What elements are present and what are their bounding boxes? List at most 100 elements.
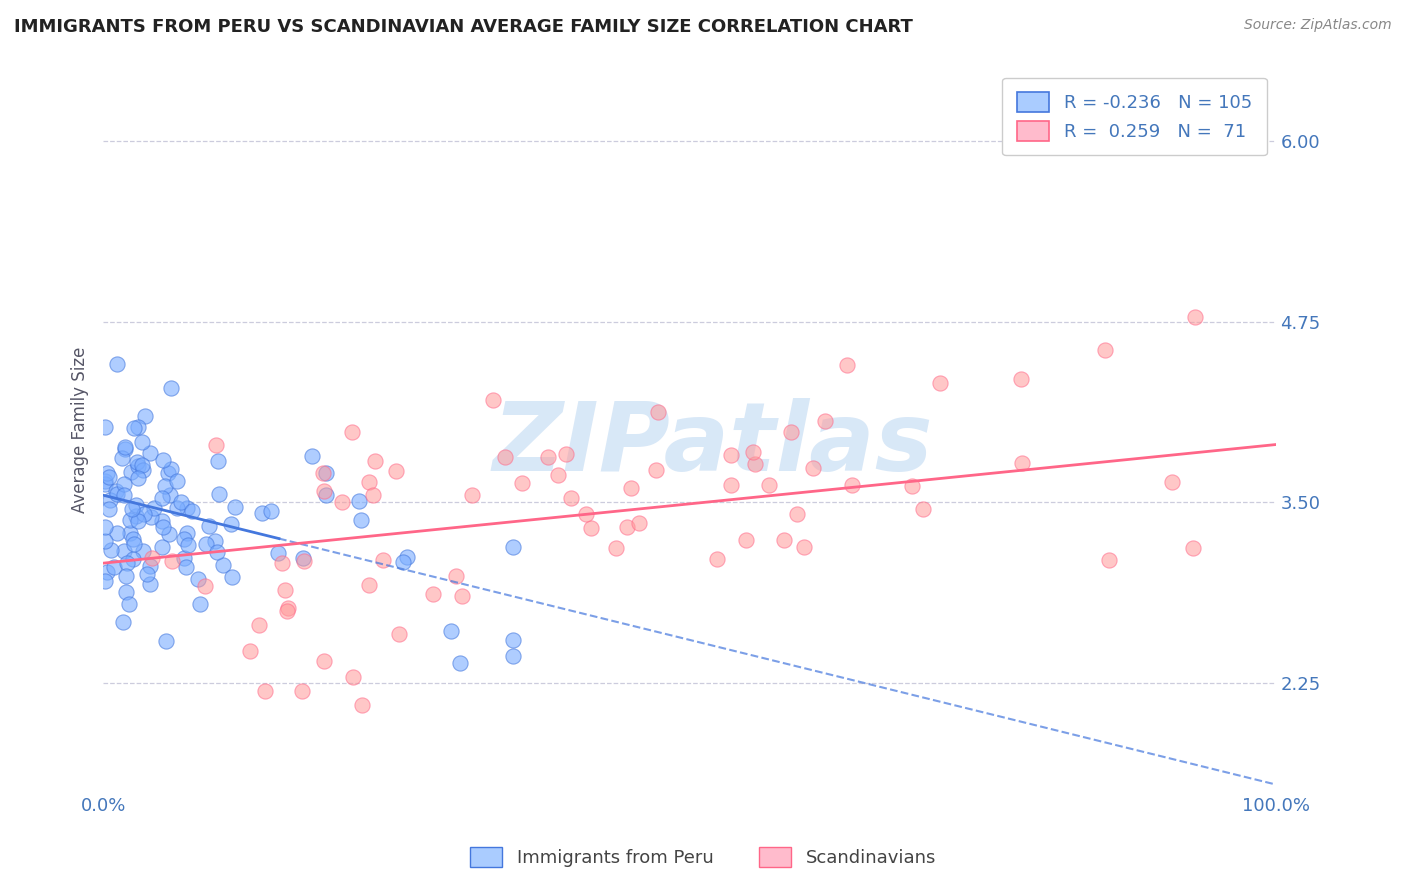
Point bbox=[176, 525, 198, 540]
Y-axis label: Average Family Size: Average Family Size bbox=[72, 347, 89, 513]
Point bbox=[121, 502, 143, 516]
Point bbox=[315, 466, 337, 480]
Point bbox=[620, 481, 643, 495]
Point bbox=[253, 684, 276, 698]
Point bbox=[373, 552, 395, 566]
Point bbox=[152, 520, 174, 534]
Point bbox=[160, 381, 183, 395]
Point bbox=[274, 582, 297, 597]
Point bbox=[312, 654, 335, 668]
Point bbox=[342, 670, 364, 684]
Point bbox=[150, 540, 173, 554]
Point bbox=[835, 358, 858, 372]
Point bbox=[173, 532, 195, 546]
Point bbox=[105, 487, 128, 501]
Point bbox=[267, 546, 290, 560]
Point bbox=[207, 545, 229, 559]
Point bbox=[450, 589, 472, 603]
Point bbox=[330, 495, 353, 509]
Point bbox=[143, 501, 166, 516]
Point bbox=[706, 551, 728, 566]
Point bbox=[911, 502, 934, 516]
Point bbox=[114, 442, 136, 456]
Point bbox=[169, 495, 191, 509]
Point bbox=[207, 454, 229, 468]
Point bbox=[239, 644, 262, 658]
Point bbox=[194, 579, 217, 593]
Point bbox=[134, 409, 156, 424]
Point bbox=[125, 508, 148, 523]
Point bbox=[111, 450, 134, 465]
Point bbox=[173, 550, 195, 565]
Point bbox=[221, 570, 243, 584]
Point bbox=[581, 521, 603, 535]
Point bbox=[180, 504, 202, 518]
Point bbox=[127, 420, 149, 434]
Point bbox=[132, 544, 155, 558]
Point bbox=[139, 559, 162, 574]
Point bbox=[276, 604, 298, 618]
Point bbox=[176, 560, 198, 574]
Point bbox=[97, 470, 120, 484]
Point bbox=[1094, 343, 1116, 358]
Point bbox=[135, 566, 157, 581]
Point bbox=[385, 464, 408, 478]
Point bbox=[814, 414, 837, 428]
Point bbox=[115, 585, 138, 599]
Point bbox=[1011, 456, 1033, 470]
Point bbox=[396, 549, 419, 564]
Point bbox=[127, 458, 149, 473]
Point bbox=[127, 514, 149, 528]
Point bbox=[112, 488, 135, 502]
Point bbox=[204, 534, 226, 549]
Text: IMMIGRANTS FROM PERU VS SCANDINAVIAN AVERAGE FAMILY SIZE CORRELATION CHART: IMMIGRANTS FROM PERU VS SCANDINAVIAN AVE… bbox=[14, 18, 912, 36]
Point bbox=[139, 446, 162, 460]
Point bbox=[461, 488, 484, 502]
Point bbox=[449, 656, 471, 670]
Point bbox=[105, 526, 128, 541]
Point bbox=[744, 457, 766, 471]
Point bbox=[294, 553, 316, 567]
Point bbox=[125, 498, 148, 512]
Point bbox=[758, 478, 780, 492]
Point bbox=[1184, 310, 1206, 324]
Point bbox=[205, 438, 228, 452]
Point bbox=[801, 460, 824, 475]
Point bbox=[177, 538, 200, 552]
Point bbox=[159, 462, 181, 476]
Point bbox=[315, 488, 337, 502]
Point bbox=[786, 508, 808, 522]
Point bbox=[312, 466, 335, 480]
Point bbox=[157, 466, 180, 480]
Point bbox=[93, 476, 115, 491]
Point bbox=[127, 455, 149, 469]
Point bbox=[176, 501, 198, 516]
Point bbox=[153, 479, 176, 493]
Point bbox=[555, 447, 578, 461]
Point bbox=[616, 520, 638, 534]
Point bbox=[292, 551, 315, 566]
Point bbox=[94, 519, 117, 533]
Point bbox=[187, 572, 209, 586]
Point bbox=[118, 597, 141, 611]
Point bbox=[502, 648, 524, 663]
Point bbox=[1182, 541, 1205, 555]
Point bbox=[482, 392, 505, 407]
Point bbox=[627, 516, 650, 530]
Point bbox=[537, 450, 560, 465]
Point bbox=[605, 541, 627, 556]
Point bbox=[105, 357, 128, 371]
Point bbox=[212, 558, 235, 573]
Point bbox=[350, 513, 373, 527]
Point bbox=[779, 425, 801, 440]
Point bbox=[363, 488, 385, 502]
Point bbox=[720, 448, 742, 462]
Point bbox=[391, 555, 413, 569]
Legend: R = -0.236   N = 105, R =  0.259   N =  71: R = -0.236 N = 105, R = 0.259 N = 71 bbox=[1002, 78, 1267, 155]
Point bbox=[792, 540, 814, 554]
Point bbox=[194, 537, 217, 551]
Point bbox=[1010, 372, 1032, 386]
Point bbox=[114, 440, 136, 454]
Point bbox=[575, 507, 598, 521]
Text: Source: ZipAtlas.com: Source: ZipAtlas.com bbox=[1244, 18, 1392, 32]
